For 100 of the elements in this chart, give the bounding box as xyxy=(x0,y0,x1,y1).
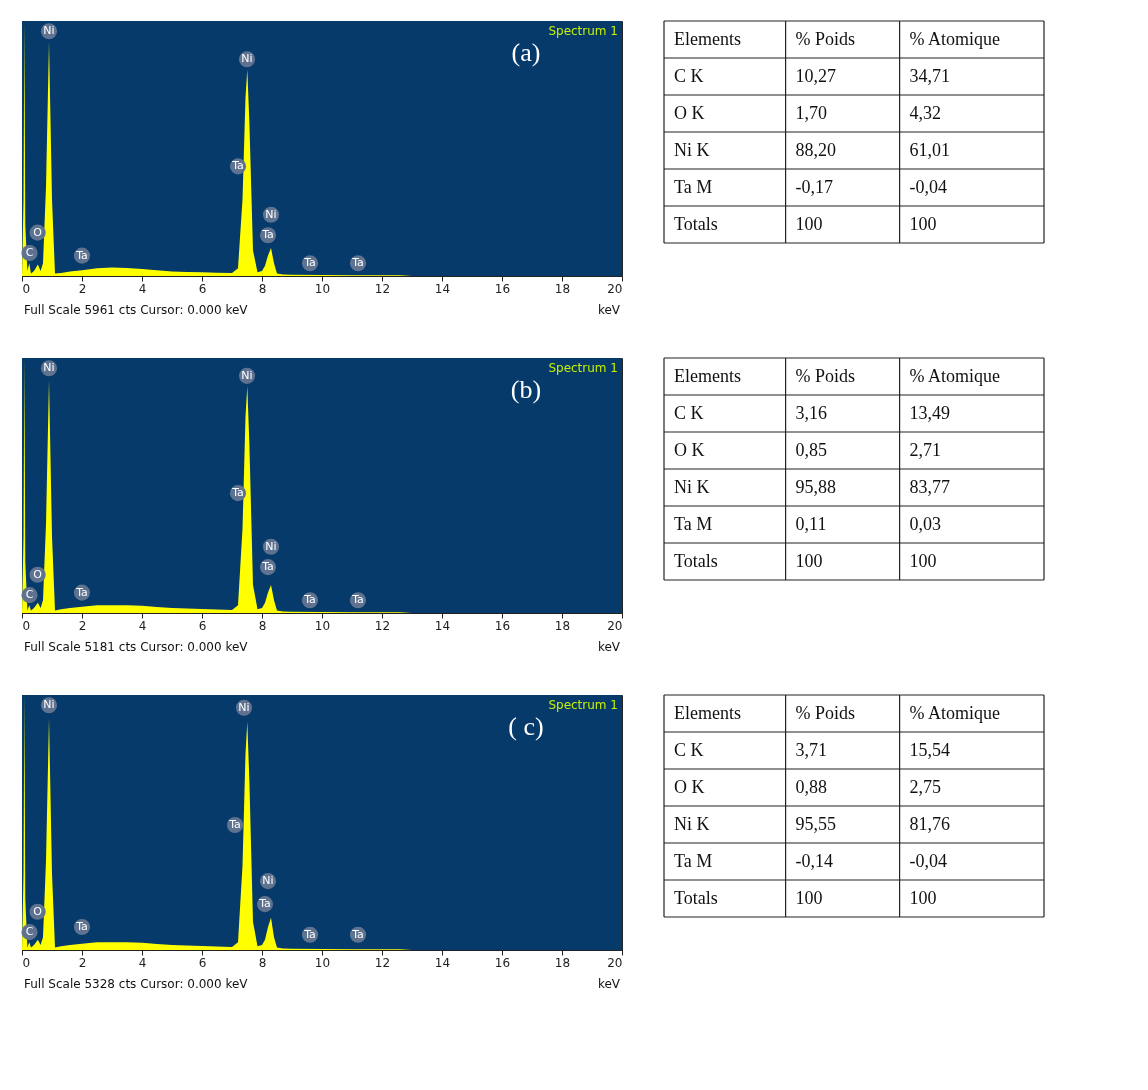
annotation: C xyxy=(25,588,34,602)
x-tick-label: 14 xyxy=(434,618,451,633)
annotation: Ta xyxy=(303,256,316,270)
x-tick-label: 20 xyxy=(607,955,623,970)
x-tick-label: 0 xyxy=(22,955,31,970)
text: Ni K xyxy=(674,476,710,497)
x-tick-label: 2 xyxy=(78,955,87,970)
text: Totals xyxy=(674,887,718,908)
text: 15,54 xyxy=(909,739,951,760)
x-tick-label: 18 xyxy=(554,618,571,633)
text: Ta M xyxy=(674,176,713,197)
text: 0,88 xyxy=(795,776,828,797)
text: 13,49 xyxy=(909,402,951,423)
annotation: Spectrum 1 xyxy=(548,24,618,38)
annotation: Ni xyxy=(43,361,55,375)
text: 10,27 xyxy=(795,65,837,86)
text: 0,85 xyxy=(795,439,828,460)
text: 0,11 xyxy=(795,513,827,534)
text: % Atomique xyxy=(909,365,1001,386)
text: 1,70 xyxy=(795,102,828,123)
text: O K xyxy=(674,102,705,123)
text: Totals xyxy=(674,213,718,234)
text: % Poids xyxy=(795,28,856,49)
annotation: Ta xyxy=(303,593,316,607)
text: Elements xyxy=(674,365,741,386)
x-tick-label: 2 xyxy=(78,281,87,296)
annotation: C xyxy=(25,925,34,939)
text: 100 xyxy=(795,550,823,571)
text: Ta M xyxy=(674,513,713,534)
x-tick-label: 6 xyxy=(198,281,207,296)
text: 2,71 xyxy=(909,439,942,460)
annotation: Ta xyxy=(75,585,88,599)
annotation: C xyxy=(25,246,34,260)
text: Elements xyxy=(674,28,741,49)
text: 100 xyxy=(795,887,823,908)
annotation: O xyxy=(33,225,43,239)
text: 95,55 xyxy=(795,813,837,834)
annotation: Ta xyxy=(261,228,274,242)
x-tick-label: 10 xyxy=(314,618,331,633)
text: 2,75 xyxy=(909,776,942,797)
x-tick-label: 8 xyxy=(258,281,267,296)
text: Elements xyxy=(674,702,741,723)
text: Full Scale 5961 cts Cursor: 0.000 keV xyxy=(24,303,249,317)
x-tick-label: 10 xyxy=(314,955,331,970)
text: 100 xyxy=(909,550,937,571)
x-axis-title: keV xyxy=(597,977,621,991)
text: Ni K xyxy=(674,813,710,834)
x-tick-label: 16 xyxy=(494,281,511,296)
text: ( c) xyxy=(508,712,544,741)
x-tick-label: 14 xyxy=(434,955,451,970)
text: -0,17 xyxy=(795,176,834,197)
text: Ni K xyxy=(674,139,710,160)
annotation: Ni xyxy=(241,368,253,382)
x-tick-label: 6 xyxy=(198,955,207,970)
text: % Poids xyxy=(795,365,856,386)
annotation: Ni xyxy=(43,698,55,712)
x-tick-label: 10 xyxy=(314,281,331,296)
text: 34,71 xyxy=(909,65,951,86)
x-tick-label: 16 xyxy=(494,618,511,633)
x-axis-title: keV xyxy=(597,303,621,317)
x-tick-label: 20 xyxy=(607,281,623,296)
annotation: Ta xyxy=(231,159,244,173)
text: Totals xyxy=(674,550,718,571)
text: O K xyxy=(674,439,705,460)
annotation: Ta xyxy=(258,897,271,911)
text: % Atomique xyxy=(909,28,1001,49)
text: Full Scale 5328 cts Cursor: 0.000 keV xyxy=(24,977,249,991)
text: -0,04 xyxy=(909,176,948,197)
annotation: Ni xyxy=(262,874,274,888)
text: 100 xyxy=(909,213,937,234)
text: % Poids xyxy=(795,702,856,723)
text: 88,20 xyxy=(795,139,837,160)
text: 95,88 xyxy=(795,476,837,497)
x-tick-label: 8 xyxy=(258,955,267,970)
annotation: O xyxy=(33,567,43,581)
annotation: Spectrum 1 xyxy=(548,361,618,375)
annotation: Ta xyxy=(231,486,244,500)
text: 3,16 xyxy=(795,402,828,423)
text: 83,77 xyxy=(909,476,951,497)
annotation: O xyxy=(33,904,43,918)
x-tick-label: 4 xyxy=(138,281,147,296)
x-tick-label: 20 xyxy=(607,618,623,633)
text: 100 xyxy=(909,887,937,908)
annotation: Spectrum 1 xyxy=(548,698,618,712)
text: C K xyxy=(674,65,704,86)
annotation: Ni xyxy=(265,207,277,221)
annotation: Ta xyxy=(228,818,241,832)
annotation: Ta xyxy=(351,593,364,607)
x-tick-label: 6 xyxy=(198,618,207,633)
x-tick-label: 12 xyxy=(374,618,391,633)
x-tick-label: 0 xyxy=(22,618,31,633)
text: C K xyxy=(674,402,704,423)
x-tick-label: 14 xyxy=(434,281,451,296)
text: 100 xyxy=(795,213,823,234)
x-tick-label: 8 xyxy=(258,618,267,633)
text: O K xyxy=(674,776,705,797)
annotation: Ni xyxy=(43,24,55,38)
x-tick-label: 18 xyxy=(554,955,571,970)
x-tick-label: 16 xyxy=(494,955,511,970)
x-axis-title: keV xyxy=(597,640,621,654)
